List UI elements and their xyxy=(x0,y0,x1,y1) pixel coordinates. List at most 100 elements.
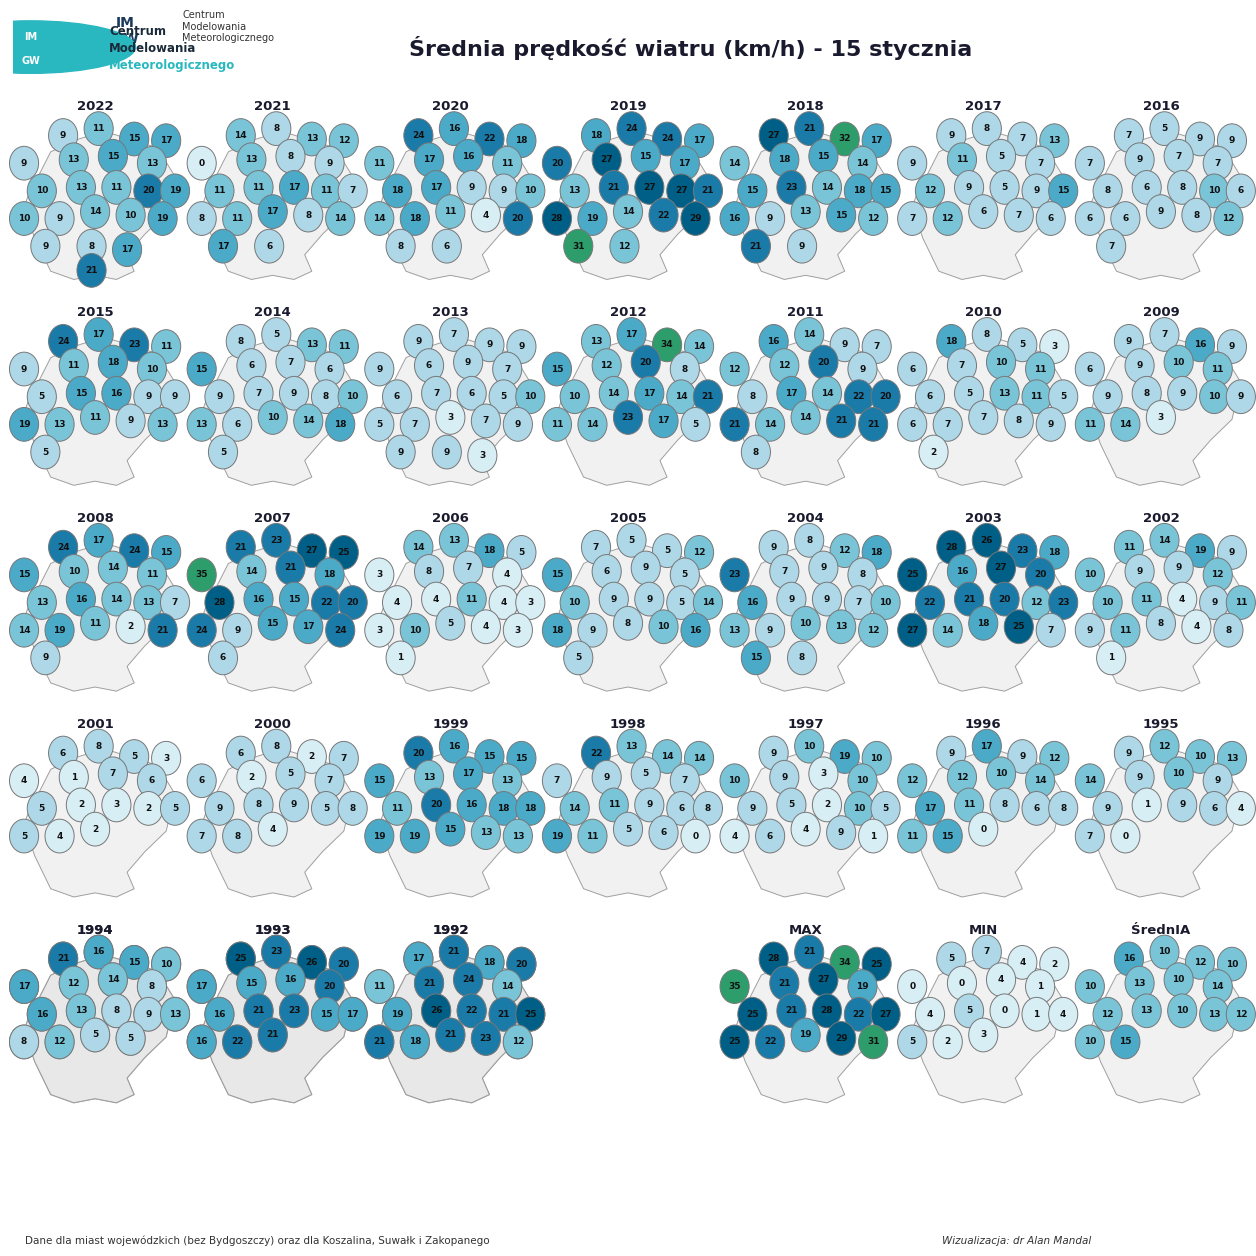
Circle shape xyxy=(737,379,767,413)
Circle shape xyxy=(80,401,109,435)
Text: 6: 6 xyxy=(1086,214,1093,224)
Text: 16: 16 xyxy=(74,594,87,604)
Text: 9: 9 xyxy=(57,214,63,224)
Circle shape xyxy=(1114,942,1143,976)
Text: 8: 8 xyxy=(682,364,688,373)
Circle shape xyxy=(261,936,291,968)
Circle shape xyxy=(1125,349,1154,383)
Text: 2: 2 xyxy=(931,447,937,456)
Text: 5: 5 xyxy=(1162,124,1168,133)
Text: 11: 11 xyxy=(963,800,976,809)
Text: 11: 11 xyxy=(466,594,479,604)
Polygon shape xyxy=(24,955,175,1103)
Text: 13: 13 xyxy=(142,598,154,607)
Text: 24: 24 xyxy=(661,134,673,143)
Circle shape xyxy=(826,1021,855,1055)
Polygon shape xyxy=(379,337,530,485)
Circle shape xyxy=(592,555,622,588)
Text: 8: 8 xyxy=(88,241,94,251)
Circle shape xyxy=(1036,202,1065,235)
Text: 13: 13 xyxy=(1140,1006,1153,1015)
Text: 22: 22 xyxy=(590,749,603,757)
Text: 14: 14 xyxy=(764,420,776,428)
Text: ŚrednIA: ŚrednIA xyxy=(1132,923,1191,937)
Text: 10: 10 xyxy=(266,413,279,422)
Text: 17: 17 xyxy=(266,207,279,216)
Text: 11: 11 xyxy=(1140,594,1153,604)
Text: 7: 7 xyxy=(255,389,261,398)
Circle shape xyxy=(422,171,451,205)
Text: 13: 13 xyxy=(590,337,603,345)
Text: 21: 21 xyxy=(373,1037,386,1046)
Text: 12: 12 xyxy=(1222,214,1235,224)
Circle shape xyxy=(972,112,1001,146)
Text: 13: 13 xyxy=(1133,978,1145,987)
Circle shape xyxy=(720,202,749,235)
Circle shape xyxy=(898,819,927,853)
Circle shape xyxy=(848,764,877,798)
Circle shape xyxy=(161,791,190,825)
Circle shape xyxy=(45,613,74,647)
Circle shape xyxy=(578,202,607,235)
Circle shape xyxy=(80,195,109,229)
Text: 8: 8 xyxy=(806,536,813,545)
Text: 6: 6 xyxy=(909,364,916,373)
Text: 17: 17 xyxy=(462,770,475,779)
Text: 15: 15 xyxy=(245,978,257,987)
Text: 2005: 2005 xyxy=(609,512,647,525)
Circle shape xyxy=(329,741,358,775)
Circle shape xyxy=(756,202,785,235)
Circle shape xyxy=(31,435,60,468)
Text: 8: 8 xyxy=(21,1037,28,1046)
Circle shape xyxy=(1110,407,1140,441)
Circle shape xyxy=(102,993,131,1027)
Circle shape xyxy=(329,535,358,569)
Circle shape xyxy=(1226,585,1256,619)
Text: 15: 15 xyxy=(942,831,955,840)
Circle shape xyxy=(1075,1025,1104,1059)
Text: 7: 7 xyxy=(465,564,471,573)
Circle shape xyxy=(582,324,610,358)
Circle shape xyxy=(383,997,412,1031)
Text: 9: 9 xyxy=(1237,392,1243,401)
Circle shape xyxy=(777,171,806,205)
Text: 2016: 2016 xyxy=(1143,100,1179,113)
Circle shape xyxy=(311,791,340,825)
Circle shape xyxy=(222,202,251,235)
Circle shape xyxy=(119,534,148,568)
Text: 9: 9 xyxy=(500,186,507,196)
Circle shape xyxy=(972,730,1001,764)
Circle shape xyxy=(453,963,482,996)
Circle shape xyxy=(10,146,39,180)
Text: 6: 6 xyxy=(426,360,432,371)
Circle shape xyxy=(152,124,181,157)
Circle shape xyxy=(311,175,340,207)
Circle shape xyxy=(31,641,60,674)
Text: 18: 18 xyxy=(408,1037,421,1046)
Circle shape xyxy=(770,760,799,794)
Text: 7: 7 xyxy=(554,776,560,785)
Circle shape xyxy=(653,740,682,774)
Circle shape xyxy=(1217,947,1246,981)
Circle shape xyxy=(67,993,95,1027)
Text: Średnia prędkość wiatru (km/h) - 15 stycznia: Średnia prędkość wiatru (km/h) - 15 styc… xyxy=(409,35,972,60)
Circle shape xyxy=(244,583,273,615)
Text: 7: 7 xyxy=(451,330,457,339)
Text: 17: 17 xyxy=(347,1010,359,1019)
Text: 6: 6 xyxy=(60,749,67,757)
Text: 18: 18 xyxy=(853,186,865,196)
Text: 32: 32 xyxy=(839,134,852,143)
Text: 19: 19 xyxy=(408,831,421,840)
Circle shape xyxy=(617,318,646,352)
Text: 7: 7 xyxy=(433,389,440,398)
Circle shape xyxy=(720,613,749,647)
Text: 13: 13 xyxy=(74,1006,87,1015)
Text: 2000: 2000 xyxy=(254,718,291,731)
Circle shape xyxy=(492,146,521,180)
Circle shape xyxy=(276,551,305,585)
Text: 10: 10 xyxy=(800,619,811,628)
Text: 9: 9 xyxy=(1176,564,1182,573)
Text: 24: 24 xyxy=(625,124,638,133)
Text: 12: 12 xyxy=(1235,1010,1247,1019)
Text: 11: 11 xyxy=(68,360,80,371)
